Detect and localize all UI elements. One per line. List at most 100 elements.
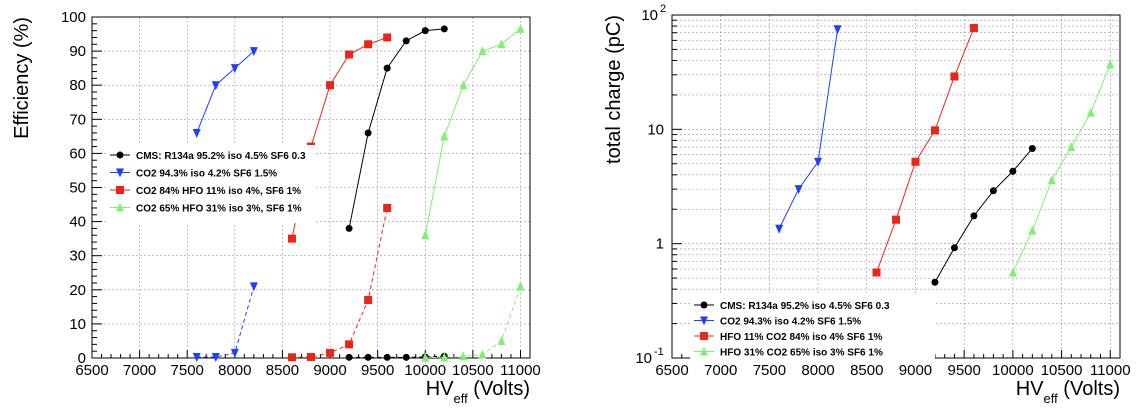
data-point [192, 128, 201, 138]
data-point [364, 296, 373, 305]
legend-marker [700, 346, 708, 356]
data-point [1008, 267, 1017, 277]
y-tick-label: 70 [69, 111, 86, 128]
data-point [249, 47, 258, 57]
series-0 [345, 25, 448, 232]
legend-marker [116, 202, 124, 212]
series [192, 23, 525, 362]
legend-marker [116, 168, 124, 178]
data-point [497, 335, 506, 345]
data-point [192, 352, 201, 362]
data-point [1009, 167, 1017, 175]
series-line [778, 29, 839, 229]
series-line [424, 28, 521, 236]
x-tick-label: 8000 [801, 362, 834, 379]
x-tick-label: 9500 [361, 362, 394, 379]
data-point [459, 351, 468, 361]
data-point [931, 278, 939, 286]
x-tick-label: 8000 [218, 362, 251, 379]
charge-panel: 6500 7000 7500 8000 8500 9000 9500 10000 10500 11… [603, 3, 1131, 406]
y-tick-label: 60 [69, 145, 86, 162]
x-tick-label: 7500 [171, 362, 204, 379]
y-tick-label: 100 [61, 9, 86, 26]
data-point [326, 348, 335, 357]
legend-label: HFO 31% CO2 65% iso 3% SF6 1% [720, 348, 883, 359]
data-point [459, 80, 468, 90]
data-point [421, 27, 429, 35]
data-point [969, 23, 978, 32]
series-line [196, 50, 255, 134]
x-tick-label: 7000 [704, 362, 737, 379]
legend: CMS: R134a 95.2% iso 4.5% SF6 0.3 CO2 94.… [690, 295, 935, 365]
x-tick-label: 9500 [947, 362, 980, 379]
legend-marker [116, 151, 124, 159]
data-point [833, 25, 842, 35]
series-line [291, 207, 388, 358]
y-tick-exponent: 2 [660, 3, 666, 15]
x-tick-label: 10500 [452, 362, 494, 379]
data-point [872, 268, 881, 277]
series-6 [287, 203, 392, 362]
axes: 6500 7000 7500 8000 8500 9000 9500 10000 10500 11… [11, 9, 541, 406]
series-line [1012, 64, 1111, 273]
series-line [196, 286, 255, 358]
y-tick-label: 10 [641, 7, 658, 24]
data-point [1028, 225, 1037, 235]
data-point [421, 230, 430, 240]
data-point [211, 352, 220, 362]
series-line [425, 286, 521, 359]
data-point [345, 353, 353, 361]
data-point [911, 157, 920, 166]
data-point [892, 215, 900, 224]
y-tick-label: 40 [69, 214, 86, 231]
y-tick-label: 1 [656, 236, 664, 253]
x-tick-label: 7000 [123, 362, 156, 379]
data-point [814, 157, 823, 167]
series-line [876, 27, 975, 273]
x-tick-label: 9000 [313, 362, 346, 379]
series-3 [421, 23, 525, 240]
series-1 [775, 25, 842, 234]
data-point [1067, 142, 1076, 152]
data-point [345, 50, 354, 59]
data-point [364, 129, 372, 137]
data-point [1028, 144, 1036, 152]
y-tick-label: 0 [78, 350, 86, 367]
data-point [383, 33, 392, 42]
x-tick-label: 11000 [500, 362, 541, 379]
data-point [930, 126, 939, 135]
data-point [440, 131, 449, 141]
x-axis-label: HVeff (Volts) [1016, 378, 1120, 406]
y-axis-label: Efficiency (%) [11, 17, 33, 139]
data-point [970, 212, 978, 220]
x-tick-label: 10000 [404, 362, 446, 379]
data-point [364, 353, 372, 361]
series-1 [192, 47, 258, 138]
series-5 [192, 282, 258, 362]
legend-label: CO2 65% HFO 31% iso 3%, SF6 1% [136, 204, 302, 215]
y-tick-label: 30 [69, 248, 86, 265]
data-point [1047, 175, 1056, 185]
data-point [230, 348, 239, 358]
data-point [775, 224, 784, 234]
data-point [345, 340, 354, 349]
x-tick-label: 10000 [992, 362, 1034, 379]
data-point [440, 352, 449, 362]
data-point [950, 72, 959, 81]
x-tick-label: 11000 [1090, 362, 1131, 379]
series [775, 23, 1115, 286]
y-axis-label: total charge (pC) [603, 15, 625, 164]
data-point [211, 81, 220, 91]
legend-marker [700, 332, 708, 340]
legend-marker [700, 316, 708, 326]
legend-box [106, 145, 316, 223]
data-point [794, 185, 803, 195]
data-point [440, 25, 448, 33]
legend-box [690, 295, 935, 365]
series-0 [931, 144, 1036, 286]
series-3 [1008, 59, 1115, 277]
legend-marker [116, 186, 124, 194]
legend-label: CO2 94.3% iso 4.2% SF6 1.5% [136, 169, 277, 180]
data-point [1106, 59, 1115, 69]
